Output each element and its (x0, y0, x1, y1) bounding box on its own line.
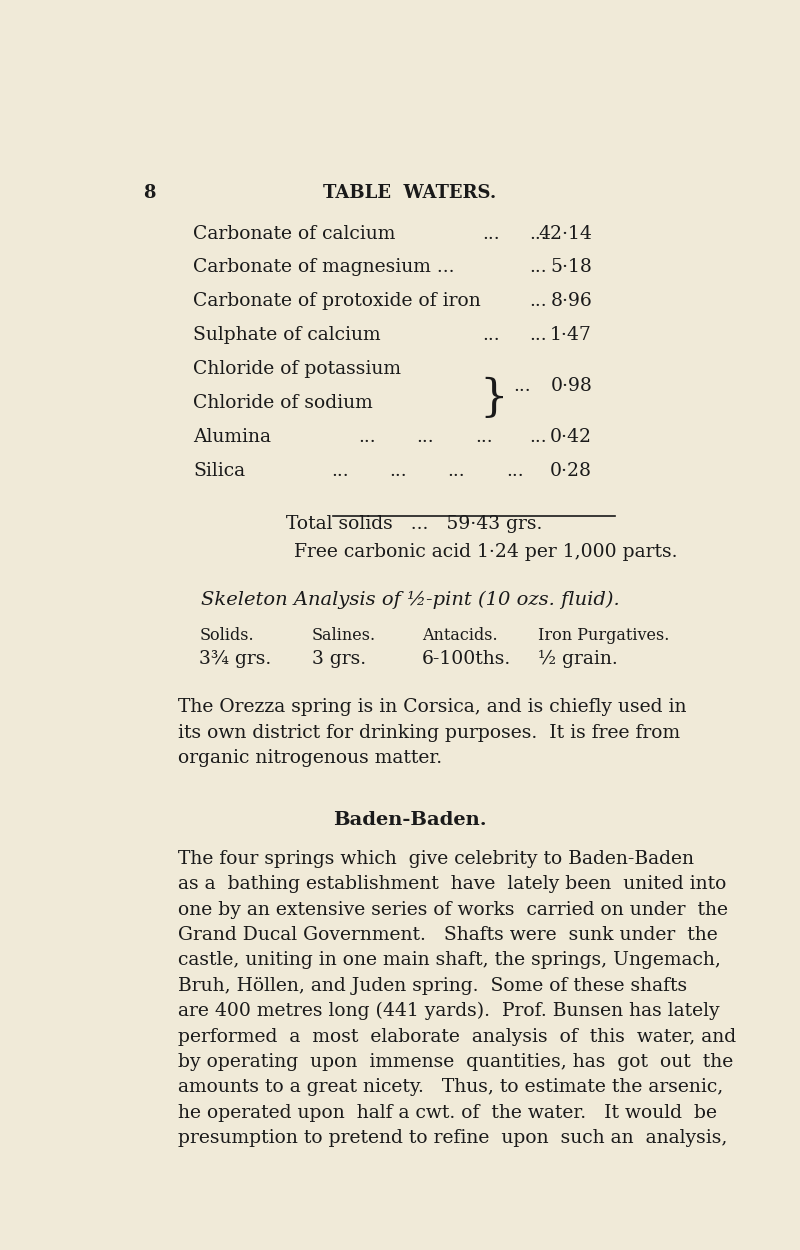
Text: 6-100ths.: 6-100ths. (422, 650, 511, 669)
Text: ...: ... (331, 461, 349, 480)
Text: 0·98: 0·98 (550, 378, 592, 395)
Text: TABLE  WATERS.: TABLE WATERS. (323, 184, 497, 201)
Text: ...: ... (529, 326, 546, 344)
Text: ...: ... (475, 428, 493, 446)
Text: Carbonate of protoxide of iron: Carbonate of protoxide of iron (193, 292, 481, 310)
Text: 5·18: 5·18 (550, 259, 592, 276)
Text: The Orezza spring is in Corsica, and is chiefly used in: The Orezza spring is in Corsica, and is … (178, 698, 686, 716)
Text: 3¾ grs.: 3¾ grs. (199, 650, 271, 669)
Text: 42·14: 42·14 (538, 225, 592, 242)
Text: as a  bathing establishment  have  lately been  united into: as a bathing establishment have lately b… (178, 875, 726, 894)
Text: he operated upon  half a cwt. of  the water.   It would  be: he operated upon half a cwt. of the wate… (178, 1104, 717, 1122)
Text: ...: ... (506, 461, 523, 480)
Text: castle, uniting in one main shaft, the springs, Ungemach,: castle, uniting in one main shaft, the s… (178, 951, 720, 970)
Text: Salines.: Salines. (311, 626, 376, 644)
Text: ...: ... (514, 378, 531, 395)
Text: ...: ... (358, 428, 376, 446)
Text: Chloride of sodium: Chloride of sodium (193, 394, 373, 412)
Text: ...: ... (529, 428, 546, 446)
Text: Bruh, Höllen, and Juden spring.  Some of these shafts: Bruh, Höllen, and Juden spring. Some of … (178, 976, 686, 995)
Text: Chloride of potassium: Chloride of potassium (193, 360, 401, 378)
Text: Grand Ducal Government.   Shafts were  sunk under  the: Grand Ducal Government. Shafts were sunk… (178, 926, 718, 944)
Text: Solids.: Solids. (199, 626, 254, 644)
Text: Alumina: Alumina (193, 428, 271, 446)
Text: its own district for drinking purposes.  It is free from: its own district for drinking purposes. … (178, 724, 680, 741)
Text: Antacids.: Antacids. (422, 626, 498, 644)
Text: Silica: Silica (193, 461, 245, 480)
Text: one by an extensive series of works  carried on under  the: one by an extensive series of works carr… (178, 900, 727, 919)
Text: 0·28: 0·28 (550, 461, 592, 480)
Text: ...: ... (390, 461, 407, 480)
Text: ...: ... (529, 225, 546, 242)
Text: ...: ... (417, 428, 434, 446)
Text: 3 grs.: 3 grs. (311, 650, 366, 669)
Text: Sulphate of calcium: Sulphate of calcium (193, 326, 381, 344)
Text: ...: ... (482, 225, 500, 242)
Text: amounts to a great nicety.   Thus, to estimate the arsenic,: amounts to a great nicety. Thus, to esti… (178, 1079, 722, 1096)
Text: ½ grain.: ½ grain. (538, 650, 618, 669)
Text: Iron Purgatives.: Iron Purgatives. (538, 626, 670, 644)
Text: Baden-Baden.: Baden-Baden. (333, 811, 487, 829)
Text: 8: 8 (142, 184, 155, 201)
Text: ...: ... (529, 259, 546, 276)
Text: 1·47: 1·47 (550, 326, 592, 344)
Text: performed  a  most  elaborate  analysis  of  this  water, and: performed a most elaborate analysis of t… (178, 1028, 736, 1046)
Text: Carbonate of magnesium ...: Carbonate of magnesium ... (193, 259, 454, 276)
Text: by operating  upon  immense  quantities, has  got  out  the: by operating upon immense quantities, ha… (178, 1052, 733, 1071)
Text: Free carbonic acid 1·24 per 1,000 parts.: Free carbonic acid 1·24 per 1,000 parts. (294, 544, 678, 561)
Text: organic nitrogenous matter.: organic nitrogenous matter. (178, 749, 442, 768)
Text: ...: ... (482, 326, 500, 344)
Text: Carbonate of calcium: Carbonate of calcium (193, 225, 395, 242)
Text: presumption to pretend to refine  upon  such an  analysis,: presumption to pretend to refine upon su… (178, 1129, 727, 1148)
Text: are 400 metres long (441 yards).  Prof. Bunsen has lately: are 400 metres long (441 yards). Prof. B… (178, 1003, 719, 1020)
Text: ...: ... (529, 292, 546, 310)
Text: }: } (480, 378, 508, 420)
Text: ...: ... (448, 461, 466, 480)
Text: Total solids   ...   59·43 grs.: Total solids ... 59·43 grs. (286, 515, 542, 532)
Text: The four springs which  give celebrity to Baden-Baden: The four springs which give celebrity to… (178, 850, 694, 868)
Text: 8·96: 8·96 (550, 292, 592, 310)
Text: 0·42: 0·42 (550, 428, 592, 446)
Text: Skeleton Analysis of ½-pint (10 ozs. fluid).: Skeleton Analysis of ½-pint (10 ozs. flu… (201, 591, 619, 609)
